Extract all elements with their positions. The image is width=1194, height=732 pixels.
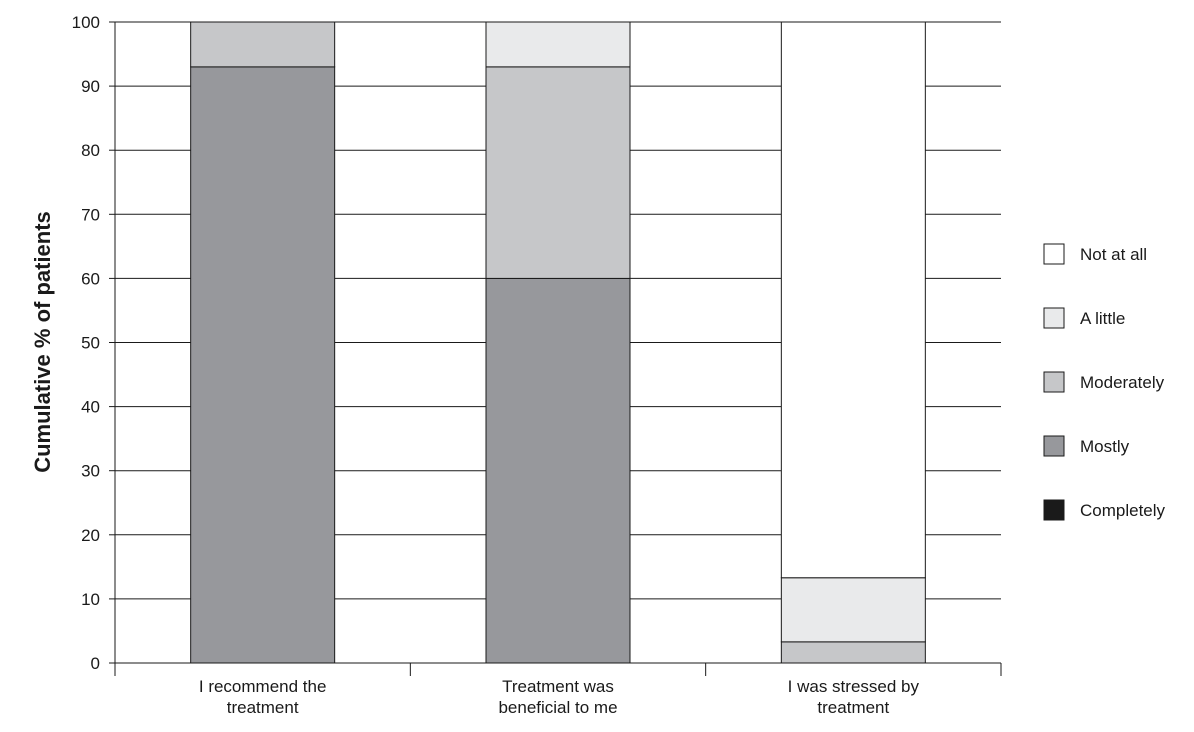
x-category-label: I was stressed by bbox=[788, 677, 920, 696]
x-category-label: treatment bbox=[817, 698, 889, 717]
y-tick-label: 40 bbox=[81, 398, 100, 417]
bar-segment bbox=[780, 21, 926, 579]
y-tick-label: 60 bbox=[81, 269, 100, 288]
bar-segment bbox=[190, 66, 336, 664]
legend: Not at all A little Moderately Mostly Comple… bbox=[1043, 243, 1166, 521]
y-tick-label: 100 bbox=[72, 13, 100, 32]
bar-segment bbox=[485, 21, 631, 68]
y-tick-label: 70 bbox=[81, 205, 100, 224]
legend-swatch bbox=[1043, 371, 1065, 393]
legend-swatch bbox=[1043, 435, 1065, 457]
bar-segment bbox=[485, 277, 631, 664]
legend-label: Not at all bbox=[1080, 245, 1147, 264]
legend-label: Moderately bbox=[1080, 373, 1165, 392]
y-tick-label: 50 bbox=[81, 334, 100, 353]
y-tick-label: 20 bbox=[81, 526, 100, 545]
legend-label: A little bbox=[1080, 309, 1125, 328]
bar-segment bbox=[485, 66, 631, 279]
legend-label: Mostly bbox=[1080, 437, 1130, 456]
x-category-label: Treatment was bbox=[502, 677, 614, 696]
x-category-label: treatment bbox=[227, 698, 299, 717]
x-category-labels: I recommend the treatment Treatment was ben… bbox=[199, 677, 920, 717]
y-tick-label: 80 bbox=[81, 141, 100, 160]
bars bbox=[190, 21, 926, 664]
axes bbox=[109, 21, 1002, 676]
y-tick-labels: 0 10 20 30 40 50 60 70 80 90 100 bbox=[72, 13, 100, 673]
y-tick-label: 90 bbox=[81, 77, 100, 96]
legend-swatch bbox=[1043, 307, 1065, 329]
legend-label: Completely bbox=[1080, 501, 1166, 520]
y-axis-title: Cumulative % of patients bbox=[30, 211, 55, 473]
legend-swatch bbox=[1043, 499, 1065, 521]
bar-segment bbox=[780, 641, 926, 664]
bar-segment bbox=[190, 21, 336, 68]
bar-segment bbox=[780, 577, 926, 643]
x-category-label: I recommend the bbox=[199, 677, 327, 696]
x-category-label: beneficial to me bbox=[498, 698, 617, 717]
y-tick-label: 0 bbox=[91, 654, 100, 673]
legend-swatch bbox=[1043, 243, 1065, 265]
y-tick-label: 30 bbox=[81, 462, 100, 481]
y-tick-label: 10 bbox=[81, 590, 100, 609]
